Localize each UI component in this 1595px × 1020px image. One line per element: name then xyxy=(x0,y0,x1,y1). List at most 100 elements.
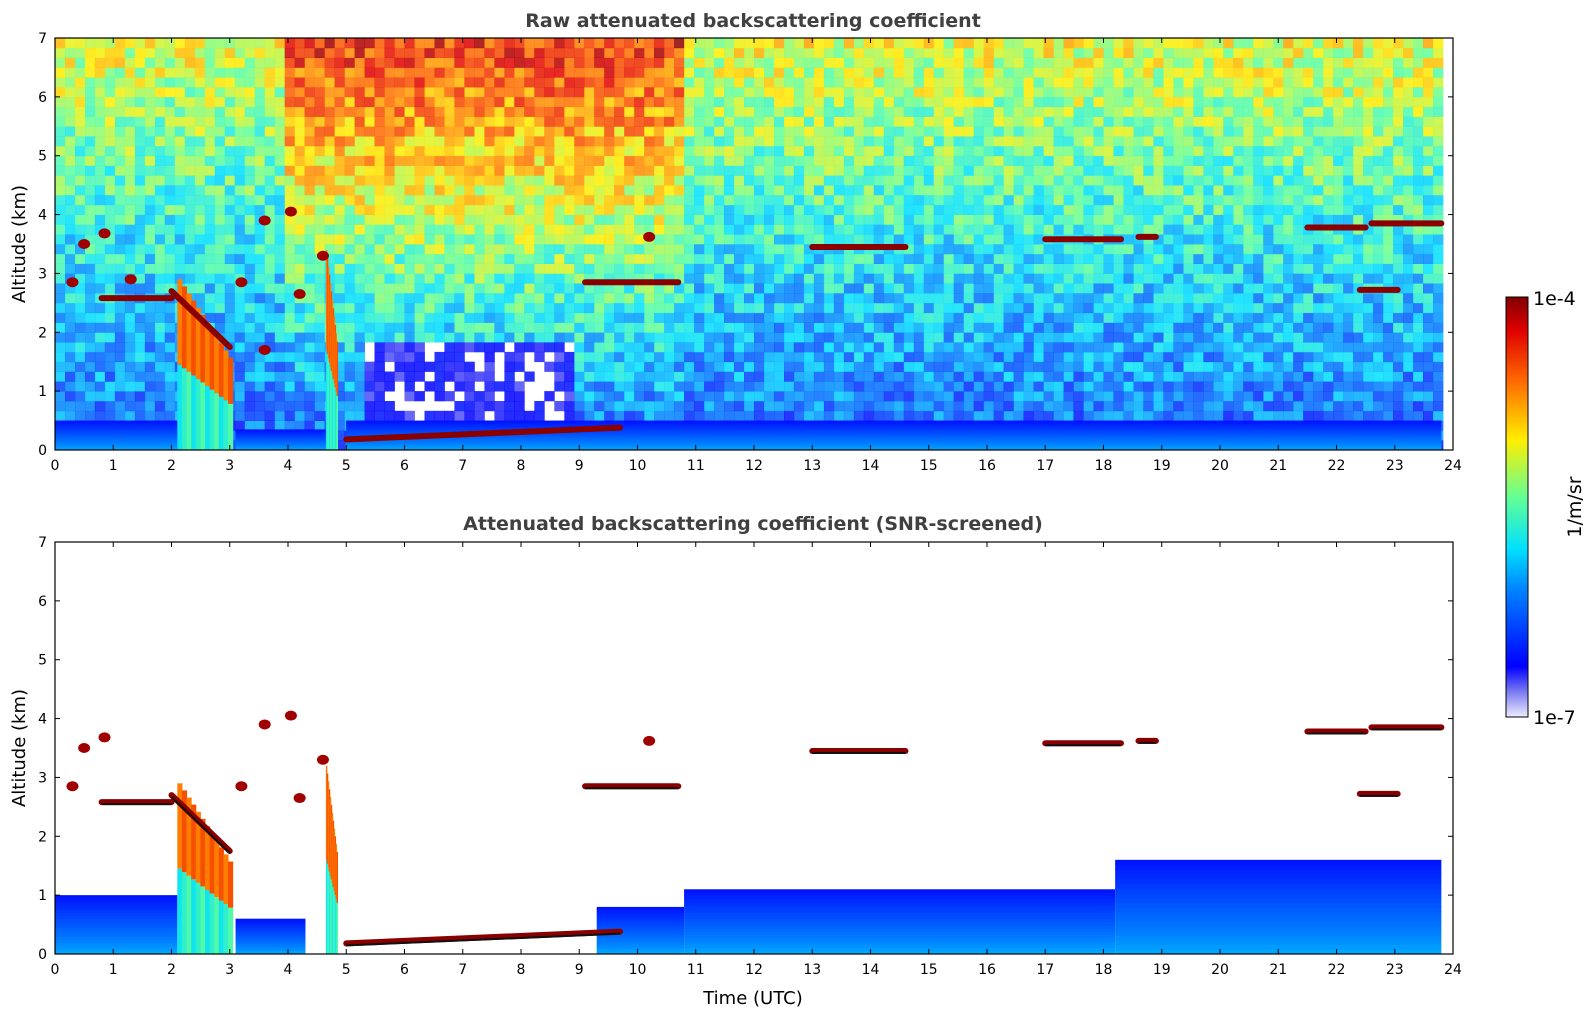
cloud-patch xyxy=(235,781,248,792)
cloud-patch xyxy=(316,250,329,261)
x-tick-label: 16 xyxy=(978,458,996,474)
precipitation-column xyxy=(177,279,234,450)
cloud-patch xyxy=(78,239,91,249)
panel-raw: Raw attenuated backscattering coefficien… xyxy=(9,10,1462,474)
heatmap-raw xyxy=(55,38,1445,450)
x-tick-label: 20 xyxy=(1211,962,1229,978)
precipitation-column xyxy=(177,783,234,954)
cloud-patch xyxy=(316,754,329,765)
x-tick-label: 8 xyxy=(517,458,526,474)
cloud-layer xyxy=(343,928,624,947)
y-tick-label: 1 xyxy=(38,888,47,904)
x-tick-label: 7 xyxy=(458,962,467,978)
x-tick-label: 4 xyxy=(284,962,293,978)
cloud-patch xyxy=(66,781,79,792)
x-tick-label: 23 xyxy=(1386,962,1404,978)
x-tick-label: 21 xyxy=(1269,458,1287,474)
boundary-layer xyxy=(235,429,329,450)
x-tick-label: 5 xyxy=(342,458,351,474)
cloud-patch xyxy=(258,344,271,355)
x-tick-label: 11 xyxy=(687,962,705,978)
x-tick-label: 18 xyxy=(1095,962,1113,978)
y-tick-label: 1 xyxy=(38,384,47,400)
boundary-layer xyxy=(596,906,685,954)
cloud-layer xyxy=(343,424,624,443)
noise-field xyxy=(55,38,1444,450)
x-tick-label: 10 xyxy=(629,962,647,978)
x-tick-label: 3 xyxy=(225,962,234,978)
cloud-layer-edge xyxy=(170,796,231,854)
x-tick-label: 3 xyxy=(225,458,234,474)
y-tick-label: 0 xyxy=(38,443,47,459)
x-tick-label: 12 xyxy=(745,458,763,474)
x-tick-label: 18 xyxy=(1095,458,1113,474)
x-tick-label: 2 xyxy=(167,458,176,474)
y-tick-label: 6 xyxy=(38,90,47,106)
panel-title-raw: Raw attenuated backscattering coefficien… xyxy=(525,10,981,32)
colorbar-max-label: 1e-4 xyxy=(1533,288,1576,310)
y-axis-screened: 0 1 2 3 4 5 6 7 xyxy=(38,535,1453,963)
heatmap-screened xyxy=(55,710,1445,954)
x-tick-label: 6 xyxy=(400,962,409,978)
cloud-patch xyxy=(643,735,656,746)
cloud-patch xyxy=(235,277,248,288)
cloud-layer xyxy=(168,288,233,350)
cloud-patch xyxy=(66,277,79,288)
y-tick-label: 6 xyxy=(38,594,47,610)
x-axis-screened: 0 1 2 3 4 5 6 7 8 9 10 11 12 13 14 15 16 17 18 19 20 21 22 23 24 xyxy=(51,542,1462,978)
colorbar-gradient xyxy=(1505,296,1529,718)
precipitation-column xyxy=(325,249,339,450)
y-tick-label: 3 xyxy=(38,266,47,282)
x-tick-label: 14 xyxy=(862,458,880,474)
x-axis-label: Time (UTC) xyxy=(702,988,803,1009)
x-tick-label: 23 xyxy=(1386,458,1404,474)
x-tick-label: 6 xyxy=(400,458,409,474)
cloud-patch xyxy=(284,206,297,217)
boundary-layer xyxy=(684,889,1116,954)
x-tick-label: 15 xyxy=(920,458,938,474)
y-tick-label: 7 xyxy=(38,31,47,47)
boundary-layer xyxy=(1115,859,1442,954)
x-tick-label: 21 xyxy=(1269,962,1287,978)
x-tick-label: 24 xyxy=(1444,962,1462,978)
y-tick-label: 7 xyxy=(38,535,47,551)
x-tick-label: 14 xyxy=(862,962,880,978)
x-tick-label: 10 xyxy=(629,458,647,474)
x-tick-label: 5 xyxy=(342,962,351,978)
x-tick-label: 0 xyxy=(51,962,60,978)
y-tick-label: 2 xyxy=(38,325,47,341)
x-tick-label: 2 xyxy=(167,962,176,978)
y-tick-label: 0 xyxy=(38,947,47,963)
colorbar: 1e-4 1e-7 1/m/sr xyxy=(1505,288,1586,729)
x-tick-label: 0 xyxy=(51,458,60,474)
y-tick-label: 5 xyxy=(38,149,47,165)
x-tick-label: 7 xyxy=(458,458,467,474)
y-axis-raw: 0 1 2 3 4 5 6 7 xyxy=(38,31,1453,459)
x-tick-label: 9 xyxy=(575,962,584,978)
x-tick-label: 19 xyxy=(1153,458,1171,474)
x-tick-label: 9 xyxy=(575,458,584,474)
x-tick-label: 22 xyxy=(1328,458,1346,474)
x-tick-label: 15 xyxy=(920,962,938,978)
x-tick-label: 13 xyxy=(803,962,821,978)
cloud-patch xyxy=(293,289,306,300)
x-tick-label: 1 xyxy=(109,458,118,474)
x-tick-label: 11 xyxy=(687,458,705,474)
cloud-layer-edge xyxy=(346,932,621,947)
colorbar-min-label: 1e-7 xyxy=(1533,707,1576,729)
cloud-patch xyxy=(98,732,111,743)
precipitation-column xyxy=(325,765,339,954)
y-tick-label: 3 xyxy=(38,770,47,786)
y-axis-label-raw: Altitude (km) xyxy=(9,185,30,303)
cloud-patch xyxy=(98,228,111,239)
boundary-layer xyxy=(55,895,178,954)
x-tick-label: 20 xyxy=(1211,458,1229,474)
cloud-patch xyxy=(258,215,271,226)
x-tick-label: 17 xyxy=(1036,458,1054,474)
panel-screened: Attenuated backscattering coefficient (S… xyxy=(9,513,1462,1009)
x-axis-raw: 0 1 2 3 4 5 6 7 8 9 10 11 12 13 14 15 16 17 18 19 20 21 22 23 24 xyxy=(51,38,1462,474)
cloud-layer xyxy=(168,792,233,854)
boundary-layer xyxy=(235,918,306,954)
y-tick-label: 5 xyxy=(38,653,47,669)
cloud-patch xyxy=(643,231,656,242)
